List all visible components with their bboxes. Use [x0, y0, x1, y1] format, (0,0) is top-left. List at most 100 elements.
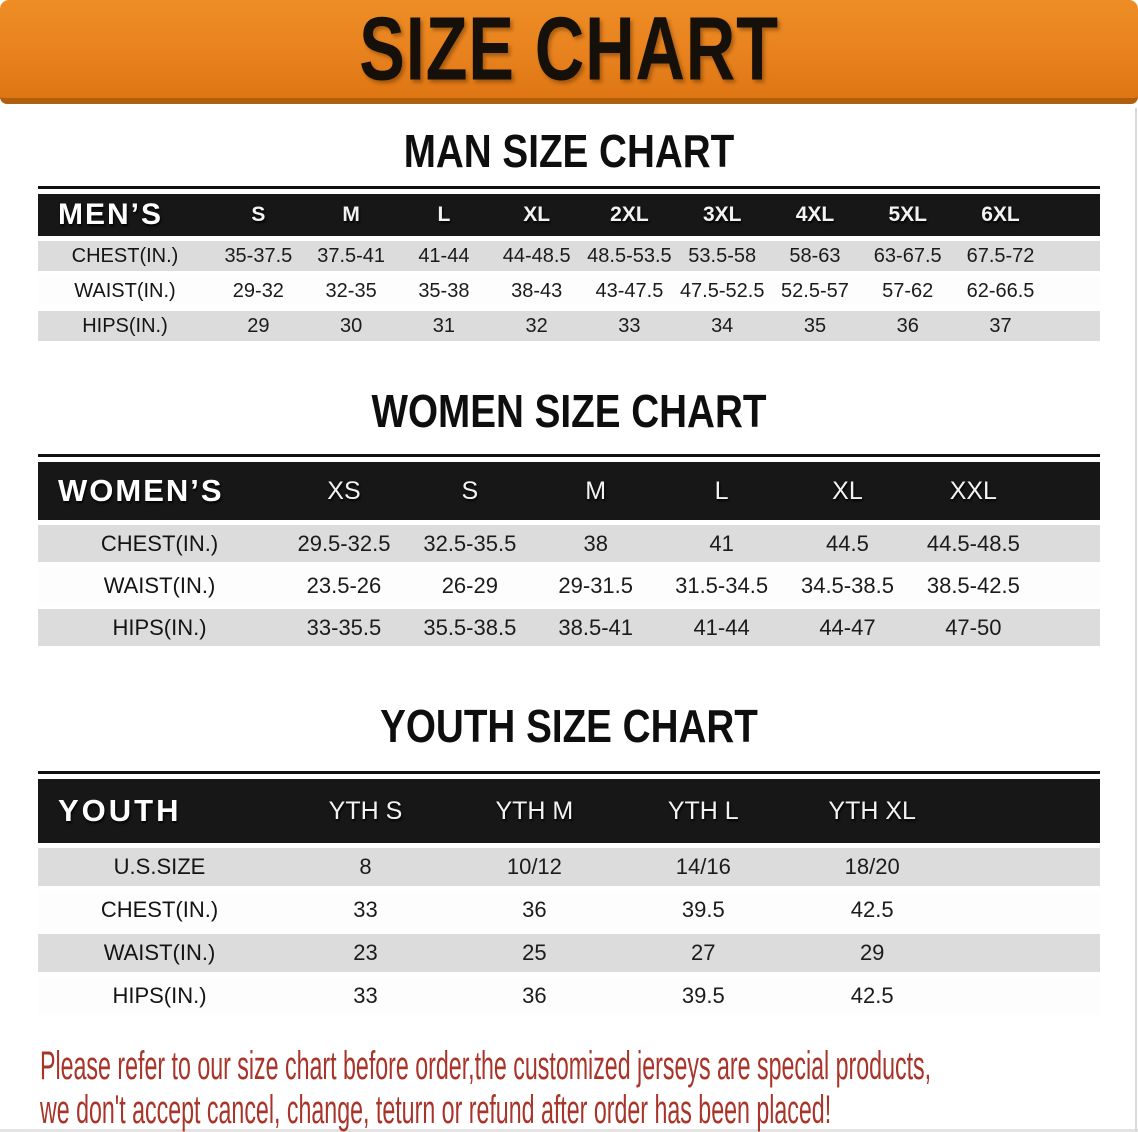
size-value: 32.5-35.5 — [423, 530, 517, 556]
size-value: 10/12 — [506, 854, 562, 879]
size-value: 63-67.5 — [873, 244, 942, 267]
size-value: 35-37.5 — [224, 244, 293, 267]
size-value: 41-44 — [418, 244, 470, 267]
size-value: 32-35 — [325, 279, 377, 302]
measurement-row: U.S.SIZE 8 10/12 14/16 18/20 — [38, 848, 1100, 886]
measurement-label: CHEST(IN.) — [71, 244, 179, 267]
banner: SIZE CHART — [0, 0, 1138, 104]
size-value: 34.5-38.5 — [800, 572, 894, 598]
measurement-row: HIPS(IN.) 33-35.5 35.5-38.5 38.5-41 41-44 44-… — [38, 609, 1100, 646]
table-title-cell: YOUTH — [58, 793, 182, 828]
measurement-row: HIPS(IN.) 29 30 31 32 33 34 35 36 37 — [38, 311, 1100, 341]
size-value: 35-38 — [418, 279, 470, 302]
size-value: 23.5-26 — [306, 572, 382, 598]
size-value: 47-50 — [945, 614, 1002, 640]
measurement-label: WAIST(IN.) — [74, 279, 176, 302]
measurement-label: HIPS(IN.) — [82, 314, 168, 337]
size-column-header: YTH S — [328, 796, 403, 825]
spacer-cell — [1047, 241, 1100, 271]
size-value: 42.5 — [850, 897, 894, 922]
size-value: 18/20 — [844, 854, 900, 879]
spacer-cell — [1047, 276, 1100, 306]
size-value: 29.5-32.5 — [297, 530, 391, 556]
size-value: 29-32 — [232, 279, 284, 302]
size-value: 39.5 — [681, 983, 725, 1008]
size-column-header: XL — [523, 203, 551, 226]
size-value: 30 — [340, 314, 363, 337]
spacer-cell — [957, 779, 1100, 843]
size-value: 31.5-34.5 — [675, 572, 769, 598]
size-value: 44-47 — [819, 614, 876, 640]
spacer-cell — [957, 977, 1100, 1015]
size-value: 41 — [709, 530, 734, 556]
table-title-cell: WOMEN’S — [58, 473, 224, 508]
size-value: 36 — [896, 314, 919, 337]
size-value: 27 — [691, 940, 716, 965]
table-header-row: YOUTH YTH S YTH M YTH L YTH XL — [38, 779, 1100, 843]
size-value: 36 — [522, 983, 547, 1008]
spacer-cell — [957, 934, 1100, 972]
size-value: 36 — [522, 897, 547, 922]
youth-size-chart-heading: YOUTH SIZE CHART — [380, 700, 758, 752]
size-value: 23 — [353, 940, 378, 965]
size-value: 33 — [353, 983, 378, 1008]
man-size-chart-section: MAN SIZE CHART MEN’S S M L XL 2XL 3XL 4XL 5XL 6XL… — [38, 128, 1100, 346]
size-value: 31 — [432, 314, 456, 337]
size-value: 38-43 — [511, 279, 563, 302]
youth-size-chart-section: YOUTH SIZE CHART YOUTH YTH S YTH M YTH L YTH… — [38, 703, 1100, 1020]
size-column-header: YTH XL — [828, 796, 916, 825]
men-size-table: MEN’S S M L XL 2XL 3XL 4XL 5XL 6XL CHEST(IN.) 35-37… — [38, 186, 1100, 346]
size-value: 29 — [859, 940, 885, 965]
size-column-header: XS — [327, 476, 361, 505]
size-column-header: 4XL — [795, 203, 835, 226]
spacer-cell — [957, 848, 1100, 886]
measurement-label: HIPS(IN.) — [112, 614, 207, 640]
size-value: 8 — [359, 854, 372, 879]
size-value: 35.5-38.5 — [423, 614, 517, 640]
spacer-cell — [1036, 462, 1100, 520]
size-column-header: 6XL — [981, 203, 1020, 226]
women-size-chart-section: WOMEN SIZE CHART WOMEN’S XS S M L XL XXL CHEST(… — [38, 388, 1100, 651]
measurement-row: CHEST(IN.) 29.5-32.5 32.5-35.5 38 41 44.5 44.5… — [38, 525, 1100, 562]
size-value: 39.5 — [681, 897, 725, 922]
size-column-header: S — [251, 203, 266, 226]
size-value: 48.5-53.5 — [587, 244, 672, 267]
spacer-cell — [1036, 525, 1100, 562]
measurement-row: WAIST(IN.) 23.5-26 26-29 29-31.5 31.5-34.5 34… — [38, 567, 1100, 604]
size-value: 38 — [583, 530, 608, 556]
size-column-header: XL — [832, 476, 863, 505]
spacer-cell — [1047, 194, 1100, 236]
measurement-label: CHEST(IN.) — [100, 530, 219, 556]
measurement-label: CHEST(IN.) — [100, 897, 219, 922]
spacer-cell — [1036, 609, 1100, 646]
size-value: 26-29 — [441, 572, 498, 598]
size-value: 37 — [989, 314, 1012, 337]
size-column-header: 3XL — [702, 203, 742, 226]
size-value: 29 — [247, 314, 270, 337]
size-value: 52.5-57 — [781, 279, 849, 302]
size-value: 33 — [353, 897, 378, 922]
size-column-header: YTH L — [667, 796, 739, 825]
youth-size-table: YOUTH YTH S YTH M YTH L YTH XL U.S.SIZE 8 10/12… — [38, 771, 1100, 1020]
measurement-label: U.S.SIZE — [113, 854, 206, 879]
women-size-chart-heading: WOMEN SIZE CHART — [371, 385, 767, 437]
size-value: 62-66.5 — [966, 279, 1035, 302]
size-value: 35 — [803, 314, 827, 337]
size-value: 42.5 — [850, 983, 894, 1008]
size-value: 32 — [525, 314, 548, 337]
size-value: 57-62 — [882, 279, 934, 302]
measurement-row: HIPS(IN.) 33 36 39.5 42.5 — [38, 977, 1100, 1015]
size-value: 33-35.5 — [306, 614, 382, 640]
size-column-header: M — [585, 476, 607, 505]
spacer-cell — [1036, 567, 1100, 604]
measurement-row: CHEST(IN.) 35-37.5 37.5-41 41-44 44-48.5 48.5… — [38, 241, 1100, 271]
measurement-row: CHEST(IN.) 33 36 39.5 42.5 — [38, 891, 1100, 929]
spacer-cell — [1047, 311, 1100, 341]
man-size-chart-heading: MAN SIZE CHART — [403, 125, 735, 177]
measurement-row: WAIST(IN.) 23 25 27 29 — [38, 934, 1100, 972]
measurement-label: WAIST(IN.) — [103, 940, 216, 965]
size-value: 47.5-52.5 — [679, 279, 765, 302]
size-value: 25 — [522, 940, 547, 965]
size-column-header: L — [714, 476, 729, 505]
